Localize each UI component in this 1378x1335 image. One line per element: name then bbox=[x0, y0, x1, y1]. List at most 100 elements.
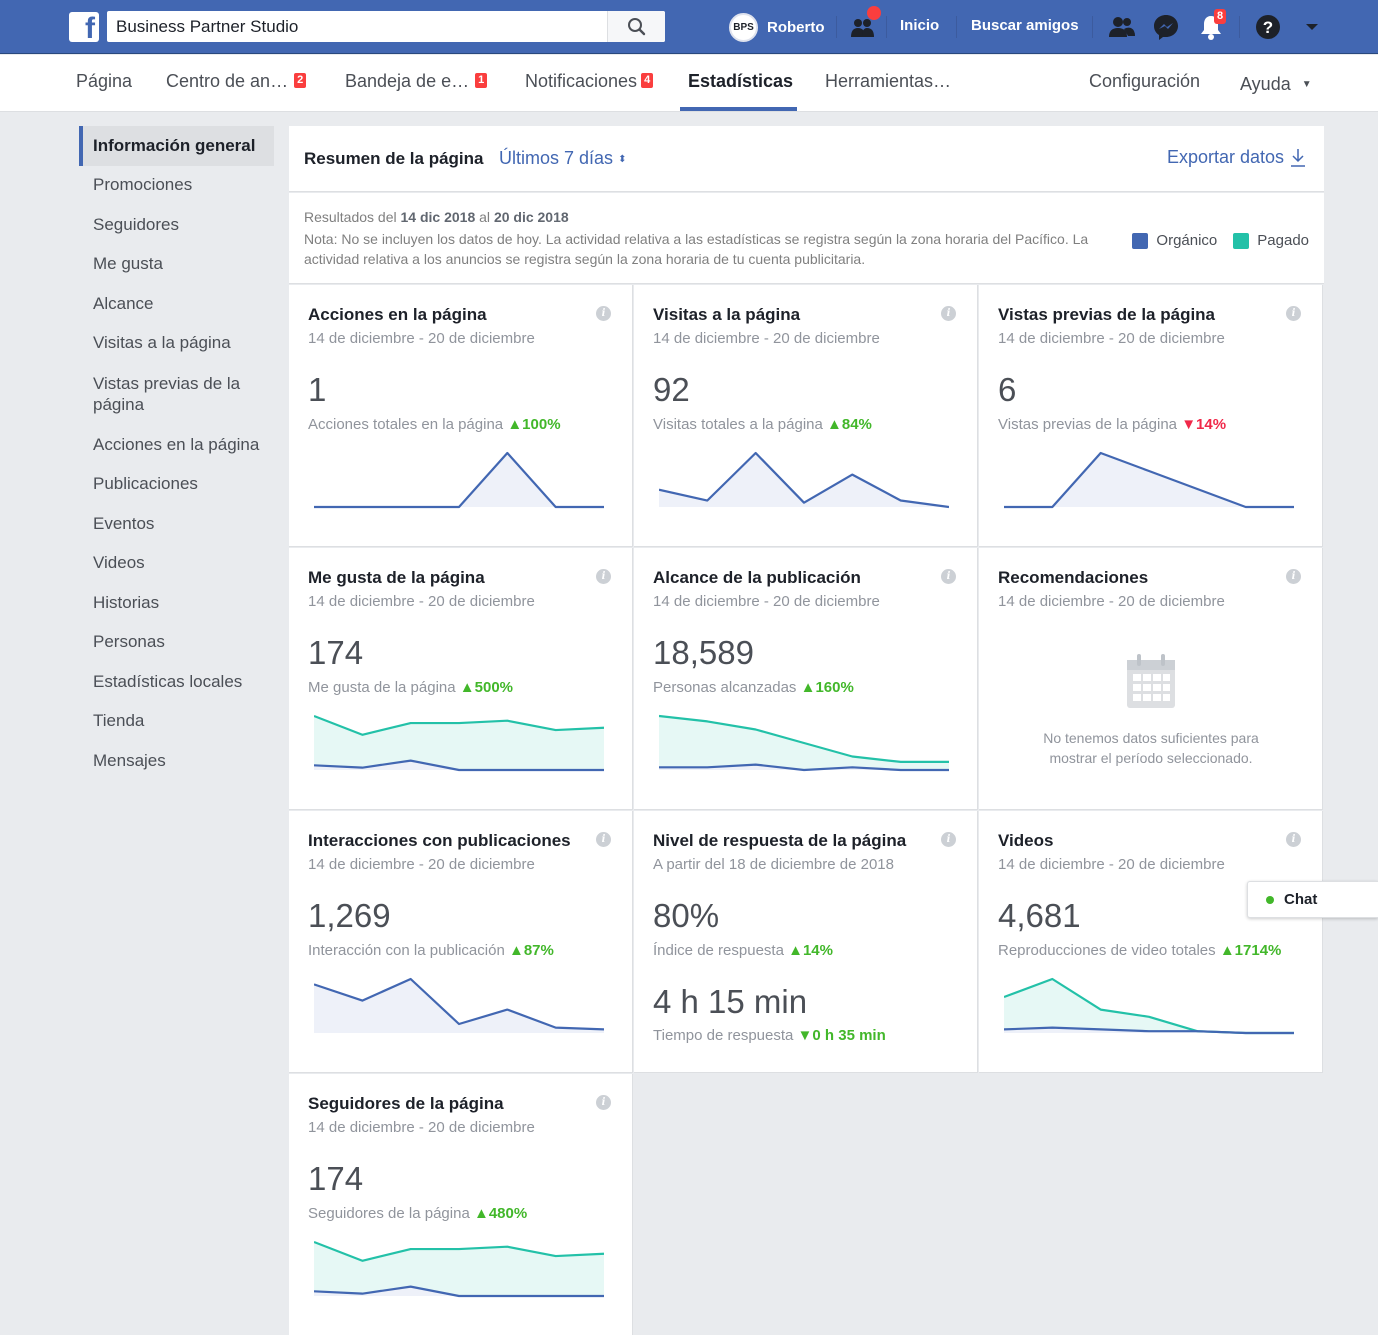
date-range-selector[interactable]: Últimos 7 días ⬍ bbox=[499, 148, 626, 169]
change-value: 84% bbox=[841, 416, 872, 433]
paid-series-line bbox=[314, 714, 604, 736]
timezone-note: Nota: No se incluyen los datos de hoy. L… bbox=[304, 231, 1089, 267]
card-subtitle: 14 de diciembre - 20 de diciembre bbox=[308, 330, 535, 347]
info-icon[interactable]: i bbox=[596, 306, 611, 321]
page-tab-bar: Página Centro de an… 2 Bandeja de e… 1 Not… bbox=[0, 55, 1378, 112]
info-icon[interactable]: i bbox=[596, 1095, 611, 1110]
sidebar-item-page-views[interactable]: Visitas a la página bbox=[93, 333, 231, 353]
change-up: ▲100% bbox=[507, 416, 561, 433]
sidebar-item-events[interactable]: Eventos bbox=[93, 513, 155, 533]
organic-series-line bbox=[314, 977, 604, 1031]
download-icon bbox=[1291, 148, 1305, 167]
card-page-likes[interactable]: Me gusta de la página i 14 de diciembre … bbox=[289, 548, 633, 810]
info-icon[interactable]: i bbox=[941, 306, 956, 321]
tab-help[interactable]: Ayuda ▼ bbox=[1240, 74, 1312, 95]
change-up: ▲1714% bbox=[1219, 942, 1282, 959]
sparkline-chart bbox=[1004, 977, 1294, 1035]
export-data-link[interactable]: Exportar datos bbox=[1167, 147, 1306, 168]
change-down-good: ▼0 h 35 min bbox=[797, 1027, 886, 1044]
chat-tab[interactable]: Chat bbox=[1247, 881, 1378, 918]
info-icon[interactable]: i bbox=[596, 569, 611, 584]
paid-area bbox=[1004, 979, 1294, 1033]
card-post-reach[interactable]: Alcance de la publicación i 14 de diciem… bbox=[634, 548, 978, 810]
card-value: 174 bbox=[308, 634, 364, 671]
sidebar-item-reach[interactable]: Alcance bbox=[93, 293, 154, 313]
online-status-dot bbox=[1266, 895, 1274, 904]
tab-insights[interactable]: Estadísticas bbox=[688, 71, 794, 91]
info-icon[interactable]: i bbox=[596, 832, 611, 847]
tab-ads-center[interactable]: Centro de an… 2 bbox=[166, 71, 307, 92]
summary-header: Resumen de la página Últimos 7 días ⬍ Ex… bbox=[289, 126, 1324, 192]
sidebar-item-local[interactable]: Estadísticas locales bbox=[93, 671, 243, 691]
profile-link[interactable]: BPS Roberto bbox=[729, 12, 825, 42]
card-page-followers[interactable]: Seguidores de la página i 14 de diciembr… bbox=[289, 1074, 633, 1335]
card-title: Vistas previas de la página bbox=[998, 305, 1216, 324]
sidebar-item-shop[interactable]: Tienda bbox=[93, 711, 145, 731]
tab-settings[interactable]: Configuración bbox=[1089, 71, 1201, 91]
change-value: 14% bbox=[802, 942, 833, 959]
card-value: 4,681 bbox=[998, 897, 1081, 934]
info-icon[interactable]: i bbox=[1286, 306, 1301, 321]
change-up: ▲87% bbox=[508, 942, 554, 959]
sidebar-item-stories[interactable]: Historias bbox=[93, 592, 160, 612]
sidebar-item-overview[interactable]: Información general bbox=[79, 126, 274, 166]
change-value: 500% bbox=[474, 679, 514, 696]
card-response-rate[interactable]: Nivel de respuesta de la página i A part… bbox=[634, 811, 978, 1073]
tab-tools[interactable]: Herramientas… bbox=[825, 71, 952, 91]
account-menu-chevron-down-icon[interactable] bbox=[1297, 12, 1327, 42]
home-link[interactable]: Inicio bbox=[900, 17, 940, 34]
organic-series-line bbox=[659, 763, 949, 772]
organic-series-line bbox=[1004, 1026, 1294, 1035]
tab-notifications[interactable]: Notificaciones 4 bbox=[525, 71, 654, 92]
tab-label: Bandeja de e… bbox=[345, 71, 470, 91]
card-page-actions[interactable]: Acciones en la página i 14 de diciembre … bbox=[289, 285, 633, 547]
search-input[interactable] bbox=[107, 11, 607, 42]
sidebar-item-likes[interactable]: Me gusta bbox=[93, 254, 163, 274]
card-page-previews[interactable]: Vistas previas de la página i 14 de dici… bbox=[979, 285, 1323, 547]
sidebar-item-followers[interactable]: Seguidores bbox=[93, 214, 180, 234]
friend-requests-icon[interactable] bbox=[848, 6, 881, 42]
card-label: Acciones totales en la página ▲100% bbox=[308, 416, 561, 433]
card-post-engagement[interactable]: Interacciones con publicaciones i 14 de … bbox=[289, 811, 633, 1073]
legend-organic: Orgánico bbox=[1156, 232, 1218, 249]
card-label: Personas alcanzadas ▲160% bbox=[653, 679, 854, 696]
card-label-text: Acciones totales en la página bbox=[308, 416, 504, 433]
card-title: Me gusta de la página bbox=[308, 568, 485, 587]
card-label-text: Interacción con la publicación bbox=[308, 942, 505, 959]
card-value: 1 bbox=[308, 371, 327, 408]
info-icon[interactable]: i bbox=[1286, 832, 1301, 847]
tab-page[interactable]: Página bbox=[76, 71, 133, 91]
notifications-bell-icon[interactable]: 8 bbox=[1196, 9, 1227, 42]
organic-series-line bbox=[314, 759, 604, 772]
sidebar-item-videos[interactable]: Videos bbox=[93, 553, 145, 573]
facebook-logo-icon[interactable]: f bbox=[69, 12, 99, 45]
chevron-down-icon: ▼ bbox=[1301, 79, 1312, 90]
sidebar-item-promotions[interactable]: Promociones bbox=[93, 175, 193, 195]
sidebar-item-actions[interactable]: Acciones en la página bbox=[93, 434, 260, 454]
paid-swatch bbox=[1233, 232, 1250, 249]
sidebar-item-messages[interactable]: Mensajes bbox=[93, 750, 166, 770]
sidebar-item-posts[interactable]: Publicaciones bbox=[93, 474, 198, 494]
search-icon bbox=[628, 18, 646, 36]
card-page-visits[interactable]: Visitas a la página i 14 de diciembre - … bbox=[634, 285, 978, 547]
results-prefix: Resultados del bbox=[304, 209, 397, 225]
legend-paid: Pagado bbox=[1257, 232, 1309, 249]
tab-inbox[interactable]: Bandeja de e… 1 bbox=[345, 71, 488, 92]
info-icon[interactable]: i bbox=[941, 832, 956, 847]
info-icon[interactable]: i bbox=[941, 569, 956, 584]
card-recommendations[interactable]: Recomendaciones i 14 de diciembre - 20 d… bbox=[979, 548, 1323, 810]
tab-label: Ayuda bbox=[1240, 74, 1291, 94]
organic-series-line bbox=[1004, 451, 1294, 509]
change-value: 87% bbox=[523, 942, 554, 959]
friends-icon[interactable] bbox=[1107, 12, 1137, 42]
card-title: Recomendaciones bbox=[998, 568, 1149, 587]
sidebar-item-people[interactable]: Personas bbox=[93, 632, 165, 652]
card-videos[interactable]: Videos i 14 de diciembre - 20 de diciemb… bbox=[979, 811, 1323, 1073]
help-icon[interactable]: ? bbox=[1253, 12, 1283, 42]
card-label-text: Vistas previas de la página bbox=[998, 416, 1178, 433]
messenger-icon[interactable] bbox=[1151, 12, 1181, 42]
info-icon[interactable]: i bbox=[1286, 569, 1301, 584]
find-friends-link[interactable]: Buscar amigos bbox=[971, 17, 1079, 34]
sidebar-item-page-previews[interactable]: Vistas previas de la página bbox=[79, 363, 274, 425]
search-button[interactable] bbox=[607, 11, 665, 42]
